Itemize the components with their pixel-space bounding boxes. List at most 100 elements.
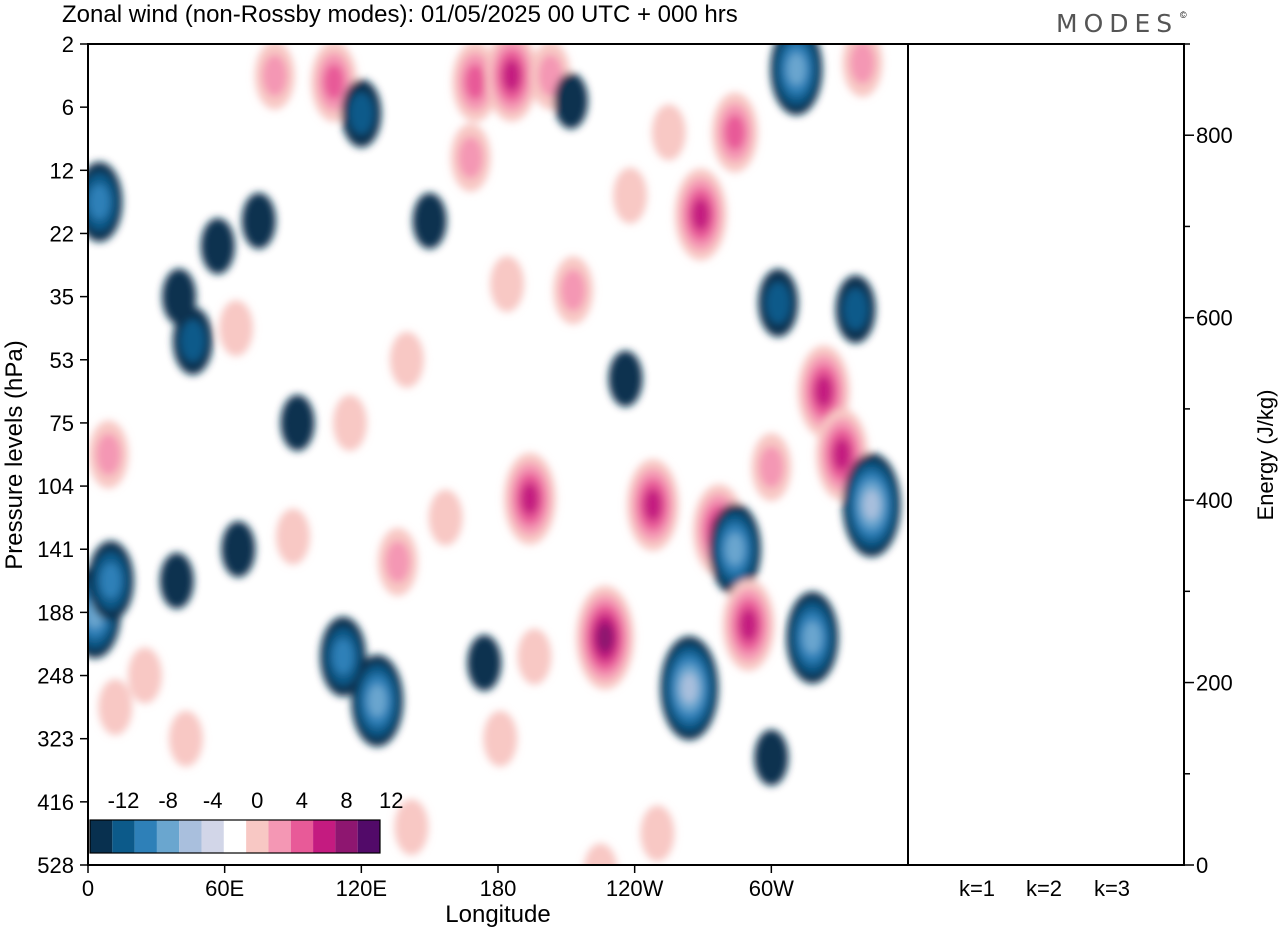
x-tick-label: 0 <box>82 876 94 901</box>
wind-anomaly-blob <box>159 552 194 609</box>
wind-anomaly-blob <box>583 843 618 865</box>
blob-level <box>517 628 552 685</box>
wind-anomaly-blob <box>626 459 679 552</box>
wind-anomaly-blob <box>280 394 315 451</box>
wind-anomaly-blob <box>428 489 463 546</box>
modes-logo: MODES <box>1056 9 1178 38</box>
wind-anomaly-blob <box>842 44 883 97</box>
wind-anomaly-blob <box>341 79 382 148</box>
wind-anomaly-blob <box>576 585 635 690</box>
y-tick-label: 35 <box>50 285 74 310</box>
blob-level <box>608 350 643 407</box>
colorbar-label: 8 <box>340 788 352 813</box>
y-tick-label: 104 <box>37 474 74 499</box>
colorbar-swatch <box>179 820 202 853</box>
blob-level <box>96 433 121 476</box>
blob-level <box>850 44 875 84</box>
heatmap-plot <box>87 43 909 866</box>
blob-level <box>276 508 310 565</box>
blob-level <box>168 710 203 767</box>
colorbar-swatch <box>112 820 135 853</box>
colorbar-label: 12 <box>379 788 403 813</box>
wind-anomaly-blob <box>674 168 727 261</box>
energy-panel: 0 200 400 600 800 k=1 k=2 k=3 Energy (J/kg) <box>907 43 1278 901</box>
blob-level <box>832 438 851 471</box>
blob-level <box>739 609 758 642</box>
colorbar-swatch <box>313 820 336 853</box>
colorbar: -12 -8 -4 0 4 8 12 <box>89 788 403 854</box>
blob-level <box>613 167 648 224</box>
blob-level <box>127 647 162 704</box>
wind-anomaly-blob <box>751 433 792 502</box>
blob-level <box>640 805 675 862</box>
blob-level <box>89 184 110 220</box>
wind-anomaly-blob <box>842 453 901 558</box>
pressure-axis: 2 6 12 22 35 53 75 104 141 188 248 323 416 528 <box>37 32 88 878</box>
blob-level <box>843 288 868 331</box>
blob-level <box>389 331 424 388</box>
blob-level <box>596 622 614 653</box>
y-tick-label: 12 <box>50 158 74 183</box>
blob-level <box>681 673 698 704</box>
blob-level <box>553 72 588 129</box>
blob-level <box>754 729 789 786</box>
blob-level <box>100 563 121 599</box>
y-tick-label: 53 <box>50 348 74 373</box>
wind-anomaly-blob <box>490 255 525 312</box>
energy-axis-label: Energy (J/kg) <box>1253 390 1278 521</box>
x-tick-label: 60W <box>749 876 794 901</box>
wind-anomaly-blob <box>786 591 839 684</box>
blob-level <box>490 255 525 312</box>
blob-level <box>467 634 502 691</box>
blob-level <box>98 679 133 736</box>
wind-anomaly-blob <box>377 527 418 596</box>
wind-anomaly-blob <box>98 679 133 736</box>
y-tick-label: 528 <box>37 853 74 878</box>
colorbar-swatch <box>357 820 380 853</box>
blob-level <box>803 621 822 654</box>
blob-level <box>332 394 367 451</box>
wind-anomaly-blob <box>88 161 123 242</box>
colorbar-label: 0 <box>251 788 263 813</box>
colorbar-label: -8 <box>158 788 178 813</box>
y-tick-label: 141 <box>37 537 74 562</box>
blob-level <box>394 799 429 856</box>
colorbar-label: 4 <box>296 788 308 813</box>
wavenumber-label: k=2 <box>1026 876 1062 901</box>
y-tick-label: 22 <box>50 221 74 246</box>
colorbar-swatch <box>246 820 269 853</box>
y-tick-label: 323 <box>37 727 74 752</box>
blob-level <box>643 489 662 522</box>
wind-anomaly-blob <box>708 503 761 596</box>
y-tick-label: 416 <box>37 790 74 815</box>
wind-anomaly-blob <box>553 72 588 129</box>
wind-anomaly-blob <box>254 44 295 110</box>
energy-bar <box>1092 864 1132 866</box>
blob-level <box>863 490 880 520</box>
colorbar-swatch <box>201 820 224 853</box>
blob-level <box>412 192 447 249</box>
colorbar-frame <box>89 819 381 854</box>
blob-level <box>691 198 710 231</box>
y-axis-label: Pressure levels (hPa) <box>1 340 28 569</box>
energy-tick-label: 200 <box>1196 671 1233 696</box>
wind-anomaly-blob <box>722 579 775 672</box>
y-tick-label: 75 <box>50 411 74 436</box>
blob-level <box>724 114 746 151</box>
wind-anomaly-blob <box>389 331 424 388</box>
blob-level <box>349 92 374 135</box>
wind-anomaly-blob <box>219 300 254 357</box>
wind-anomaly-blob <box>651 104 686 161</box>
wind-anomaly-blob <box>332 394 367 451</box>
wind-anomaly-blob <box>412 192 447 249</box>
blob-level <box>428 489 463 546</box>
colorbar-swatch <box>156 820 180 853</box>
blob-level <box>765 282 791 324</box>
wind-anomaly-blob <box>770 44 823 116</box>
blob-level <box>787 53 806 86</box>
wind-anomaly-blob <box>483 710 518 767</box>
blob-level <box>520 482 539 515</box>
blob-level <box>180 319 206 362</box>
wind-anomaly-blob <box>200 218 235 275</box>
wind-anomaly-blob <box>640 805 675 862</box>
